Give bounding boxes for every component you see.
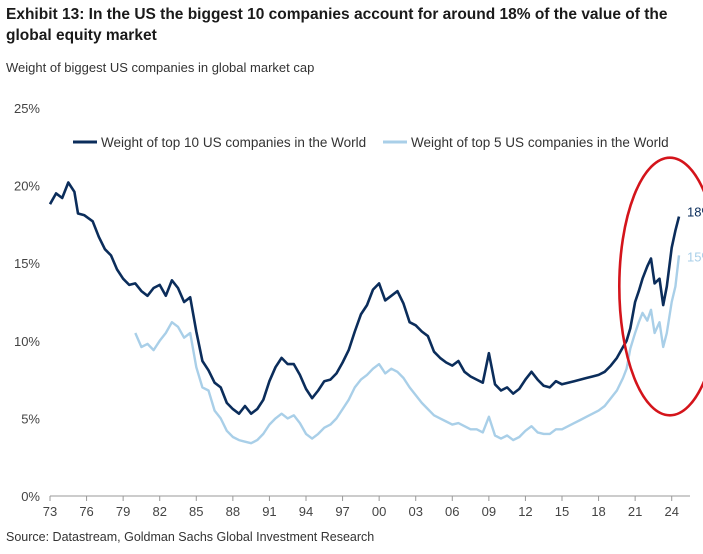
x-tick-label: 73	[43, 504, 57, 519]
x-axis: 73 76 79 82 85 88 91 94 97 00 03 06 09 12 15 18 21 24	[43, 496, 679, 519]
source-note: Source: Datastream, Goldman Sachs Global…	[6, 530, 375, 544]
x-tick-label: 06	[445, 504, 459, 519]
x-tick-label: 97	[335, 504, 349, 519]
end-label-top5: 15%	[687, 249, 703, 264]
legend-label-top5: Weight of top 5 US companies in the Worl…	[411, 135, 669, 150]
x-tick-label: 09	[482, 504, 496, 519]
x-tick-label: 91	[262, 504, 276, 519]
x-tick-label: 00	[372, 504, 386, 519]
end-label-top10: 18%	[687, 205, 703, 220]
x-tick-label: 76	[79, 504, 93, 519]
y-axis: 0% 5% 10% 15% 20% 25%	[14, 101, 40, 504]
x-tick-label: 15	[555, 504, 569, 519]
x-tick-label: 94	[299, 504, 313, 519]
y-tick-label: 25%	[14, 101, 40, 116]
x-tick-label: 24	[664, 504, 678, 519]
x-tick-label: 88	[226, 504, 240, 519]
y-tick-label: 0%	[21, 489, 40, 504]
x-tick-label: 18	[591, 504, 605, 519]
y-tick-label: 15%	[14, 256, 40, 271]
legend: Weight of top 10 US companies in the Wor…	[73, 135, 669, 150]
y-tick-label: 10%	[14, 334, 40, 349]
y-tick-label: 20%	[14, 179, 40, 194]
highlight-ellipse	[618, 156, 703, 417]
series-top5-line	[134, 255, 681, 445]
x-tick-label: 82	[152, 504, 166, 519]
legend-label-top10: Weight of top 10 US companies in the Wor…	[101, 135, 366, 150]
x-tick-label: 12	[518, 504, 532, 519]
series-layer	[48, 181, 681, 445]
x-tick-label: 85	[189, 504, 203, 519]
x-tick-label: 21	[628, 504, 642, 519]
x-tick-label: 79	[116, 504, 130, 519]
series-top10-line	[48, 181, 681, 416]
end-labels: 15% 18%	[687, 205, 703, 265]
y-tick-label: 5%	[21, 411, 40, 426]
x-tick-label: 03	[408, 504, 422, 519]
annotations	[618, 156, 703, 417]
chart-title: Exhibit 13: In the US the biggest 10 com…	[6, 6, 668, 44]
chart-subtitle: Weight of biggest US companies in global…	[6, 60, 315, 75]
